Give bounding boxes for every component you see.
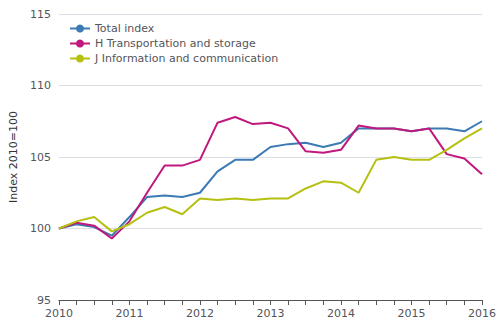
svg-text:Index 2010=100: Index 2010=100 (7, 111, 20, 203)
svg-text:2010: 2010 (45, 307, 73, 320)
svg-text:2015: 2015 (397, 307, 425, 320)
svg-text:2012: 2012 (186, 307, 214, 320)
svg-text:95: 95 (37, 294, 51, 307)
svg-text:2016: 2016 (468, 307, 496, 320)
svg-text:115: 115 (30, 8, 51, 21)
svg-text:110: 110 (30, 79, 51, 92)
svg-text:105: 105 (30, 151, 51, 164)
svg-text:H Transportation and storage: H Transportation and storage (95, 37, 256, 50)
svg-text:2011: 2011 (115, 307, 143, 320)
svg-text:2013: 2013 (256, 307, 284, 320)
svg-text:J Information and communicatio: J Information and communication (94, 52, 278, 65)
svg-text:Total index: Total index (94, 22, 155, 35)
svg-text:2014: 2014 (327, 307, 355, 320)
svg-text:100: 100 (30, 222, 51, 235)
